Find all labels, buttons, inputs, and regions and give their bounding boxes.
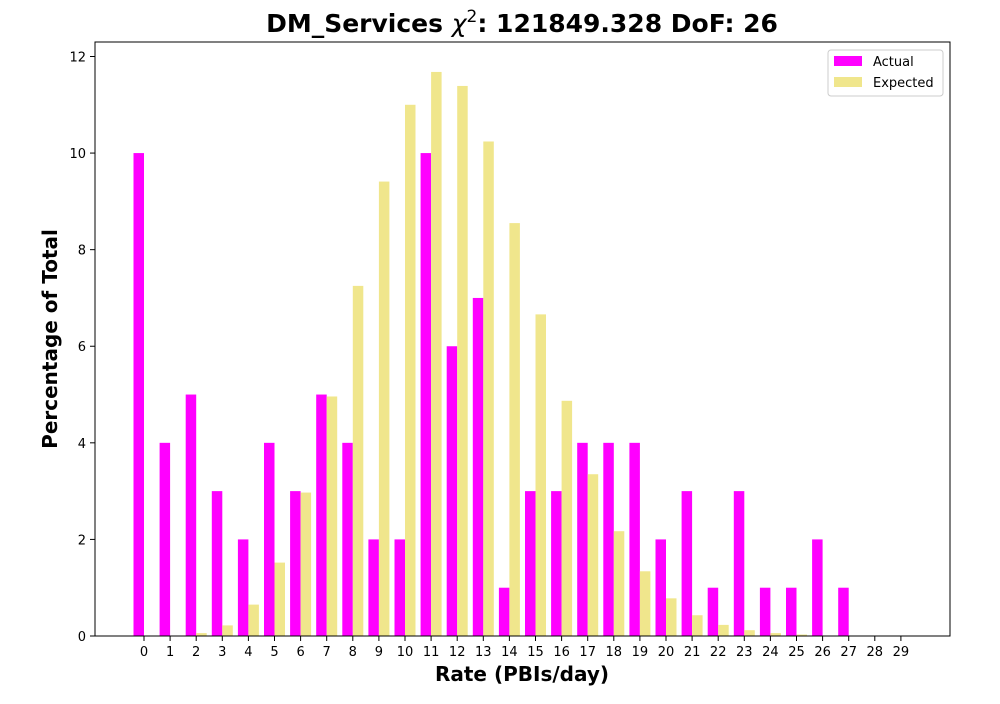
x-tick-label: 29 (893, 645, 910, 660)
bar-expected-4 (248, 605, 259, 636)
bar-actual-24 (760, 588, 771, 636)
x-tick-label: 9 (375, 645, 383, 660)
bar-actual-12 (447, 346, 458, 636)
bar-actual-5 (264, 443, 275, 636)
x-tick-label: 28 (867, 645, 884, 660)
bar-actual-25 (786, 588, 797, 636)
bar-actual-9 (368, 539, 379, 636)
x-tick-label: 19 (632, 645, 649, 660)
bar-actual-7 (316, 395, 327, 636)
y-tick-label: 6 (78, 340, 86, 355)
x-tick-label: 13 (475, 645, 492, 660)
bar-expected-15 (536, 314, 547, 636)
y-axis-label: Percentage of Total (38, 229, 62, 449)
x-tick-label: 1 (166, 645, 174, 660)
bar-actual-1 (160, 443, 171, 636)
bar-expected-9 (379, 182, 390, 636)
x-tick-label: 25 (788, 645, 805, 660)
bar-expected-20 (666, 598, 677, 636)
x-axis-label: Rate (PBIs/day) (435, 662, 609, 686)
x-tick-label: 4 (244, 645, 252, 660)
bar-expected-10 (405, 105, 416, 636)
x-tick-label: 22 (710, 645, 727, 660)
bar-expected-16 (562, 401, 573, 636)
bar-expected-19 (640, 571, 651, 636)
x-tick-label: 18 (606, 645, 623, 660)
legend-swatch-actual (834, 56, 862, 66)
y-axis: 0 2 4 6 8 10 12 (69, 50, 95, 645)
chart-title: DM_Services χ2: 121849.328 DoF: 26 (266, 7, 778, 38)
y-tick-label: 2 (78, 533, 86, 548)
bar-actual-4 (238, 539, 249, 636)
bar-actual-27 (838, 588, 849, 636)
x-tick-label: 16 (553, 645, 570, 660)
x-tick-label: 26 (814, 645, 831, 660)
bar-expected-7 (327, 396, 338, 636)
bar-actual-13 (473, 298, 484, 636)
x-tick-label: 20 (658, 645, 675, 660)
legend-label-actual: Actual (873, 55, 914, 70)
x-tick-label: 2 (192, 645, 200, 660)
x-tick-label: 5 (270, 645, 278, 660)
bar-actual-11 (421, 153, 432, 636)
bar-actual-8 (342, 443, 353, 636)
x-tick-label: 23 (736, 645, 753, 660)
bar-expected-8 (353, 286, 364, 636)
bar-actual-0 (134, 153, 145, 636)
bar-actual-20 (656, 539, 667, 636)
bar-actual-26 (812, 539, 823, 636)
bar-expected-6 (301, 493, 312, 636)
y-tick-label: 8 (78, 244, 86, 259)
bar-actual-21 (682, 491, 693, 636)
bar-expected-3 (222, 625, 233, 636)
legend-swatch-expected (834, 77, 862, 87)
x-tick-label: 15 (527, 645, 544, 660)
x-tick-label: 0 (140, 645, 148, 660)
x-tick-label: 10 (397, 645, 414, 660)
x-tick-label: 11 (423, 645, 440, 660)
bar-expected-17 (588, 474, 599, 636)
bar-actual-2 (186, 395, 197, 636)
y-tick-label: 0 (78, 630, 86, 645)
x-tick-label: 6 (296, 645, 304, 660)
bar-expected-21 (692, 615, 703, 636)
x-tick-label: 7 (323, 645, 331, 660)
x-tick-label: 12 (449, 645, 466, 660)
plot-area (134, 72, 860, 636)
bar-actual-16 (551, 491, 562, 636)
bar-actual-22 (708, 588, 719, 636)
bar-actual-23 (734, 491, 745, 636)
legend-label-expected: Expected (873, 76, 934, 91)
bar-actual-18 (603, 443, 614, 636)
x-tick-label: 21 (684, 645, 701, 660)
y-tick-label: 4 (78, 437, 86, 452)
bar-expected-23 (744, 630, 755, 636)
bar-actual-15 (525, 491, 536, 636)
bar-expected-5 (275, 563, 286, 636)
bar-actual-3 (212, 491, 223, 636)
y-tick-label: 12 (69, 50, 86, 65)
bar-expected-18 (614, 531, 625, 636)
bar-expected-22 (718, 625, 729, 636)
x-tick-label: 27 (840, 645, 857, 660)
bar-expected-13 (483, 141, 494, 636)
bar-expected-14 (509, 223, 520, 636)
x-tick-label: 8 (349, 645, 357, 660)
y-tick-label: 10 (69, 147, 86, 162)
bar-actual-6 (290, 491, 301, 636)
bar-actual-10 (395, 539, 406, 636)
legend: Actual Expected (828, 50, 943, 96)
x-tick-label: 24 (762, 645, 779, 660)
bar-actual-19 (629, 443, 640, 636)
bar-expected-11 (431, 72, 442, 636)
x-tick-label: 14 (501, 645, 518, 660)
bar-actual-14 (499, 588, 510, 636)
bar-expected-12 (457, 86, 468, 636)
x-tick-label: 17 (579, 645, 596, 660)
x-tick-label: 3 (218, 645, 226, 660)
bar-actual-17 (577, 443, 588, 636)
